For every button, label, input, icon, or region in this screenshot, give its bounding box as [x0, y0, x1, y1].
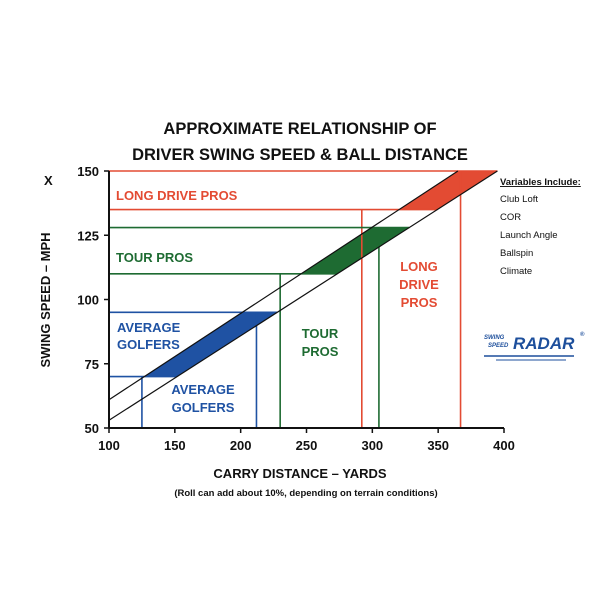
y-axis-title: SWING SPEED – MPH [38, 232, 53, 367]
range-band-2 [144, 312, 278, 377]
x-tick-label: 150 [164, 438, 186, 453]
y-tick-label: 150 [77, 164, 99, 179]
carry-group-label: LONG [400, 259, 438, 274]
axes [104, 170, 505, 433]
carry-group-label: PROS [302, 344, 339, 359]
speed-group-label: GOLFERS [117, 337, 180, 352]
logo-text-swing: SWING [484, 335, 505, 341]
variables-box: Variables Include: Club Loft COR Launch … [500, 177, 581, 277]
variable-item: COR [500, 212, 521, 223]
carry-group-label: PROS [401, 295, 438, 310]
x-tick-label: 250 [296, 438, 318, 453]
boundary-line-upper [108, 170, 459, 401]
speed-group-label: LONG DRIVE PROS [116, 188, 238, 203]
boundary-lines [108, 170, 498, 421]
speed-group-label: TOUR PROS [116, 250, 193, 265]
variable-item: Climate [500, 266, 532, 277]
carry-group-label: TOUR [302, 326, 339, 341]
y-tick-label: 75 [85, 357, 99, 372]
x-tick-label: 100 [98, 438, 120, 453]
x-tick-label: 200 [230, 438, 252, 453]
logo-text-radar: RADAR [513, 334, 575, 353]
range-guide-lines [109, 170, 498, 428]
range-band-1 [301, 227, 410, 274]
logo-text-speed: SPEED [488, 343, 509, 349]
y-axis-marker: X [44, 173, 53, 188]
variable-item: Club Loft [500, 194, 538, 205]
variable-item: Ballspin [500, 248, 533, 259]
y-tick-label: 50 [85, 421, 99, 436]
y-tick-label: 100 [77, 293, 99, 308]
y-tick-label: 125 [77, 228, 99, 243]
x-axis-title: CARRY DISTANCE – YARDS [213, 466, 386, 481]
variable-item: Launch Angle [500, 230, 558, 241]
speed-group-label: AVERAGE [117, 320, 181, 335]
swing-speed-radar-logo: SWING SPEED RADAR ® [484, 331, 585, 361]
boundary-line-lower [108, 170, 498, 421]
chart-title-line-1: APPROXIMATE RELATIONSHIP OF [163, 120, 436, 138]
carry-group-label: GOLFERS [172, 400, 235, 415]
carry-group-label: AVERAGE [171, 382, 235, 397]
variables-title: Variables Include: [500, 177, 581, 188]
x-tick-label: 400 [493, 438, 515, 453]
tick-labels: 100 150 200 250 300 350 400 50 75 100 125 150 [77, 164, 515, 453]
roll-note: (Roll can add about 10%, depending on te… [174, 488, 437, 499]
range-band-0 [399, 171, 498, 210]
logo-registered-mark: ® [580, 331, 585, 338]
range-fills [144, 171, 498, 377]
carry-group-label: DRIVE [399, 277, 439, 292]
chart-title-line-2: DRIVER SWING SPEED & BALL DISTANCE [132, 146, 468, 164]
x-tick-label: 300 [361, 438, 383, 453]
x-tick-label: 350 [427, 438, 449, 453]
group-labels: LONG DRIVE PROS LONG DRIVE PROS TOUR PROS TOU… [116, 188, 439, 415]
